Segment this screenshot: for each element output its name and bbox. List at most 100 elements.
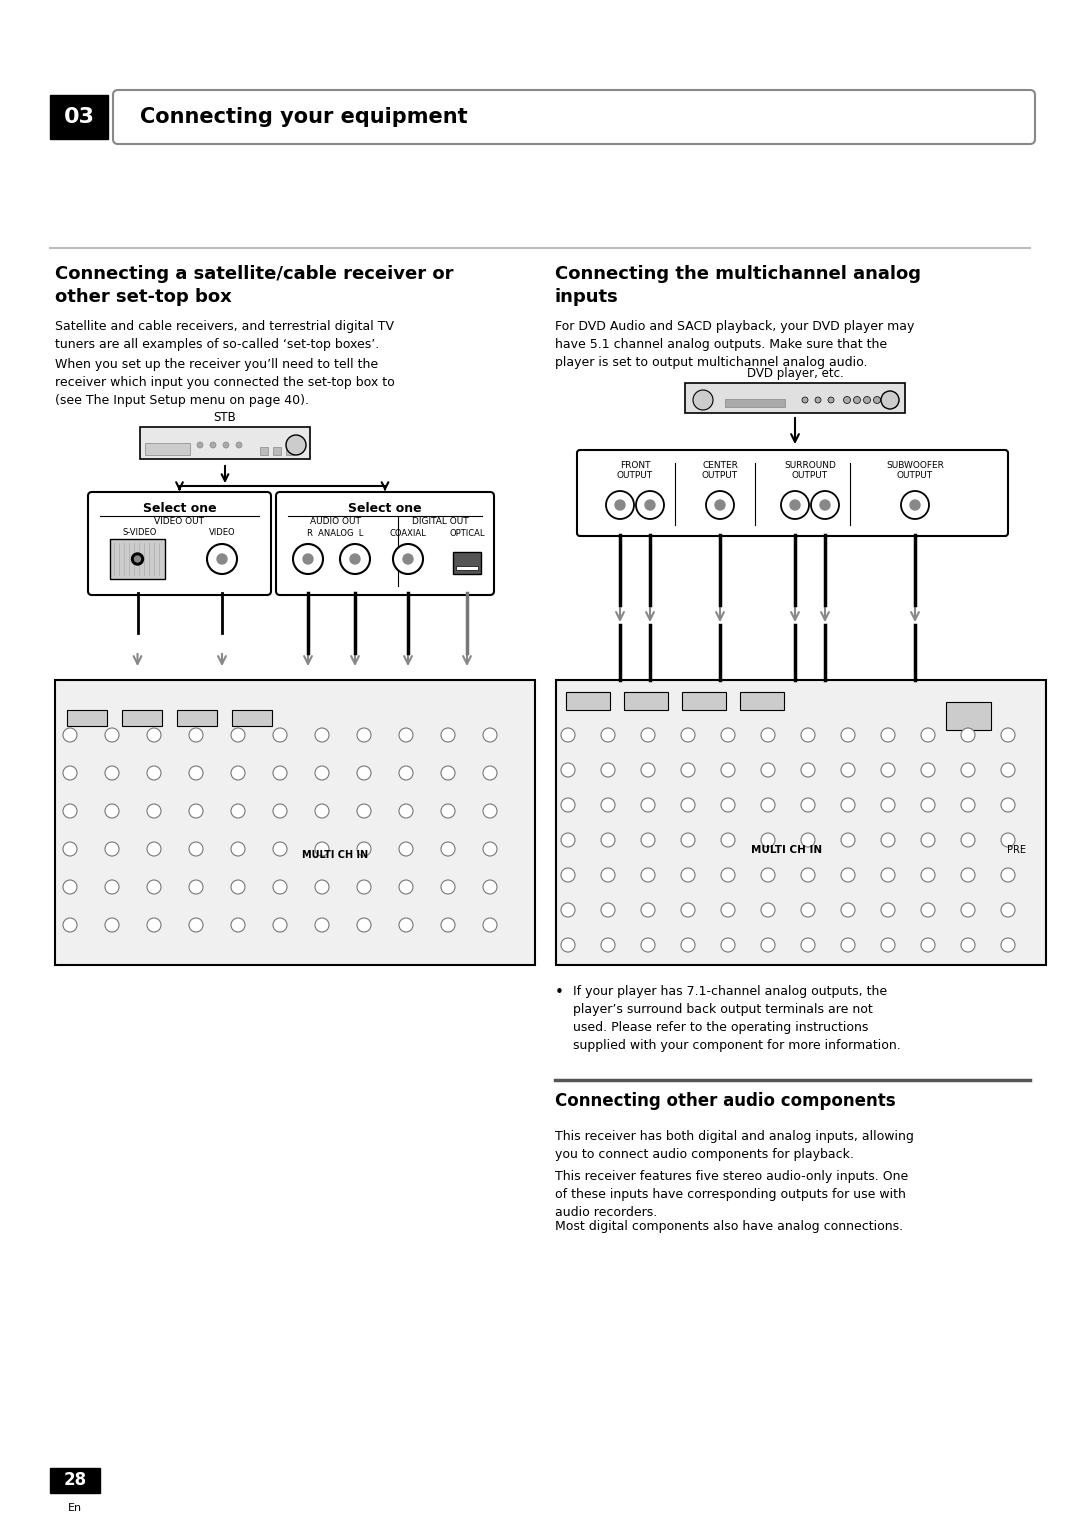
FancyBboxPatch shape bbox=[87, 492, 271, 596]
Circle shape bbox=[802, 397, 808, 403]
Circle shape bbox=[189, 841, 203, 857]
Circle shape bbox=[210, 441, 216, 447]
Text: R  ANALOG  L: R ANALOG L bbox=[307, 528, 363, 538]
Circle shape bbox=[231, 918, 245, 931]
Circle shape bbox=[63, 767, 77, 780]
Text: Select one: Select one bbox=[143, 502, 216, 515]
Circle shape bbox=[561, 834, 575, 847]
Circle shape bbox=[600, 728, 615, 742]
Text: DVD player, etc.: DVD player, etc. bbox=[746, 366, 843, 380]
Circle shape bbox=[681, 728, 696, 742]
Circle shape bbox=[105, 767, 119, 780]
Circle shape bbox=[961, 938, 975, 951]
Bar bbox=[145, 443, 190, 455]
Circle shape bbox=[961, 867, 975, 883]
Circle shape bbox=[642, 799, 654, 812]
Text: 03: 03 bbox=[64, 107, 95, 127]
Text: FRONT
OUTPUT: FRONT OUTPUT bbox=[617, 461, 653, 481]
Circle shape bbox=[789, 499, 800, 510]
Text: Satellite and cable receivers, and terrestrial digital TV
tuners are all example: Satellite and cable receivers, and terre… bbox=[55, 321, 394, 351]
Circle shape bbox=[921, 799, 935, 812]
Circle shape bbox=[721, 938, 735, 951]
Circle shape bbox=[841, 764, 855, 777]
Circle shape bbox=[315, 841, 329, 857]
Text: S-VIDEO: S-VIDEO bbox=[123, 528, 158, 538]
Circle shape bbox=[273, 728, 287, 742]
Circle shape bbox=[483, 767, 497, 780]
Text: VIDEO: VIDEO bbox=[208, 528, 235, 538]
Text: Select one: Select one bbox=[348, 502, 422, 515]
Text: Connecting a satellite/cable receiver or
other set-top box: Connecting a satellite/cable receiver or… bbox=[55, 266, 454, 305]
Text: If your player has 7.1-channel analog outputs, the
player’s surround back output: If your player has 7.1-channel analog ou… bbox=[573, 985, 901, 1052]
Circle shape bbox=[350, 554, 360, 563]
Circle shape bbox=[921, 834, 935, 847]
Circle shape bbox=[63, 880, 77, 893]
Circle shape bbox=[561, 764, 575, 777]
Circle shape bbox=[715, 499, 725, 510]
Circle shape bbox=[961, 799, 975, 812]
Circle shape bbox=[340, 544, 370, 574]
Circle shape bbox=[105, 918, 119, 931]
Circle shape bbox=[483, 805, 497, 818]
Bar bbox=[624, 692, 669, 710]
Circle shape bbox=[273, 767, 287, 780]
Circle shape bbox=[293, 544, 323, 574]
Circle shape bbox=[189, 728, 203, 742]
Bar bbox=[122, 710, 162, 725]
Circle shape bbox=[189, 880, 203, 893]
Circle shape bbox=[441, 767, 455, 780]
Circle shape bbox=[961, 764, 975, 777]
Circle shape bbox=[761, 867, 775, 883]
Bar bbox=[456, 567, 478, 570]
Circle shape bbox=[881, 764, 895, 777]
Circle shape bbox=[841, 728, 855, 742]
Circle shape bbox=[147, 767, 161, 780]
Text: PRE: PRE bbox=[1007, 844, 1026, 855]
Circle shape bbox=[921, 728, 935, 742]
Circle shape bbox=[600, 764, 615, 777]
Circle shape bbox=[286, 435, 306, 455]
Bar bbox=[140, 428, 310, 460]
Circle shape bbox=[105, 728, 119, 742]
Circle shape bbox=[820, 499, 831, 510]
Circle shape bbox=[881, 938, 895, 951]
Circle shape bbox=[483, 918, 497, 931]
Bar bbox=[681, 692, 726, 710]
Circle shape bbox=[615, 499, 625, 510]
Circle shape bbox=[874, 397, 880, 403]
Circle shape bbox=[273, 918, 287, 931]
Text: COAXIAL: COAXIAL bbox=[390, 528, 427, 538]
Bar bbox=[273, 447, 281, 455]
Circle shape bbox=[441, 880, 455, 893]
Circle shape bbox=[761, 938, 775, 951]
Text: STB: STB bbox=[214, 411, 237, 425]
Circle shape bbox=[801, 902, 815, 918]
Text: CENTER
OUTPUT: CENTER OUTPUT bbox=[702, 461, 738, 481]
Circle shape bbox=[561, 728, 575, 742]
Circle shape bbox=[681, 867, 696, 883]
Circle shape bbox=[801, 728, 815, 742]
Circle shape bbox=[483, 728, 497, 742]
Bar bbox=[556, 680, 1047, 965]
Circle shape bbox=[843, 397, 851, 403]
Circle shape bbox=[357, 767, 372, 780]
Circle shape bbox=[357, 841, 372, 857]
Circle shape bbox=[921, 867, 935, 883]
Bar bbox=[286, 447, 294, 455]
Circle shape bbox=[1001, 834, 1015, 847]
Text: OPTICAL: OPTICAL bbox=[449, 528, 485, 538]
Bar bbox=[453, 551, 481, 574]
Circle shape bbox=[681, 764, 696, 777]
Circle shape bbox=[761, 799, 775, 812]
Circle shape bbox=[403, 554, 413, 563]
Circle shape bbox=[881, 902, 895, 918]
Circle shape bbox=[483, 841, 497, 857]
Circle shape bbox=[721, 867, 735, 883]
Circle shape bbox=[841, 799, 855, 812]
Circle shape bbox=[781, 492, 809, 519]
Circle shape bbox=[841, 834, 855, 847]
Circle shape bbox=[189, 918, 203, 931]
Circle shape bbox=[231, 728, 245, 742]
Circle shape bbox=[801, 867, 815, 883]
Text: SURROUND
OUTPUT: SURROUND OUTPUT bbox=[784, 461, 836, 481]
